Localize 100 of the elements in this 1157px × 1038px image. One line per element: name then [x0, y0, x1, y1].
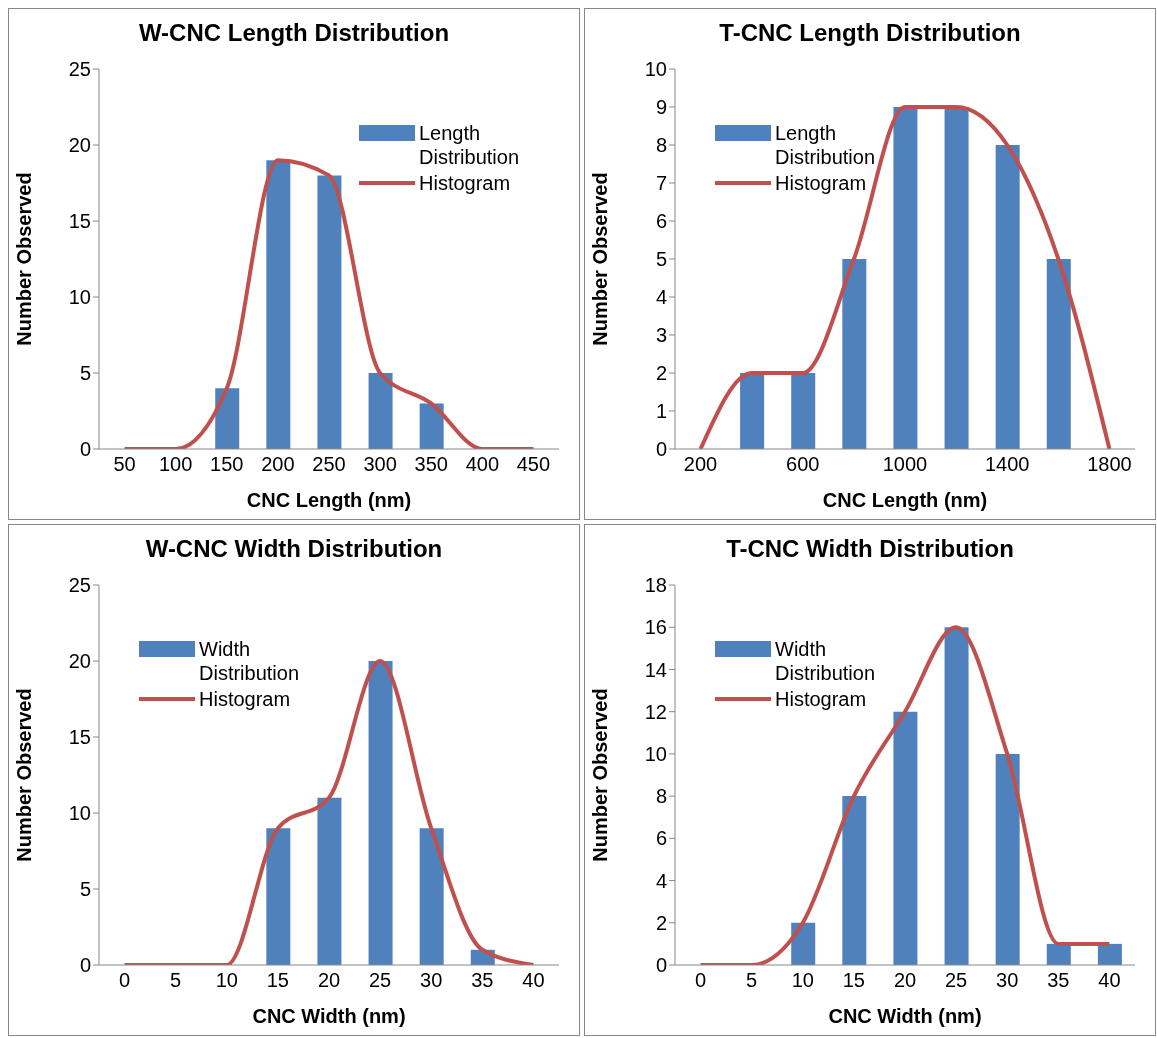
y-tick-label: 2 — [655, 911, 667, 934]
x-tick-label: 25 — [944, 969, 968, 992]
legend-label: Histogram — [419, 171, 511, 195]
bar — [944, 627, 969, 965]
y-tick-label: 20 — [68, 134, 91, 157]
x-tick-label: 0 — [694, 969, 707, 992]
x-tick-label: 30 — [420, 969, 443, 992]
y-tick-label: 0 — [655, 438, 667, 461]
bar — [842, 796, 867, 965]
bar — [1097, 943, 1122, 965]
x-axis-title: CNC Width (nm) — [828, 1005, 982, 1027]
y-tick-label: 20 — [68, 650, 91, 673]
bar — [215, 388, 240, 449]
bar — [893, 711, 918, 965]
x-tick-label: 400 — [465, 453, 500, 476]
bar — [266, 828, 291, 965]
bar — [368, 661, 393, 965]
legend-label: Histogram — [775, 171, 867, 195]
y-tick-label: 4 — [655, 286, 667, 309]
bar — [1046, 259, 1071, 449]
x-tick-label: 5 — [170, 969, 182, 992]
y-axis-title: Number Observed — [13, 688, 36, 862]
y-tick-label: 4 — [655, 869, 667, 892]
legend-label: Histogram — [199, 687, 291, 711]
y-tick-label: 7 — [655, 172, 667, 195]
y-tick-label: 10 — [644, 742, 667, 765]
bar — [893, 107, 918, 449]
bar — [791, 373, 816, 449]
x-tick-label: 600 — [786, 453, 820, 476]
y-tick-label: 10 — [68, 802, 91, 825]
y-tick-label: 14 — [644, 658, 667, 681]
chart-title: W-CNC Width Distribution — [144, 535, 444, 563]
legend-label: Length Distribution — [419, 121, 521, 169]
x-tick-label: 150 — [210, 453, 244, 476]
y-tick-label: 5 — [79, 878, 91, 901]
x-tick-label: 350 — [414, 453, 448, 476]
y-tick-label: 8 — [655, 785, 667, 808]
bar — [317, 797, 342, 965]
x-tick-label: 200 — [683, 453, 718, 476]
bar — [368, 373, 393, 449]
y-tick-label: 25 — [68, 58, 91, 81]
y-tick-label: 6 — [655, 827, 667, 850]
y-tick-label: 10 — [644, 58, 667, 81]
x-tick-label: 20 — [317, 969, 341, 992]
x-axis-title: CNC Length (nm) — [822, 489, 988, 511]
line-series — [122, 659, 536, 965]
x-tick-label: 30 — [996, 969, 1019, 992]
y-tick-label: 16 — [644, 616, 667, 639]
y-tick-label: 6 — [655, 210, 667, 233]
x-tick-label: 200 — [261, 453, 295, 476]
chart-title: T-CNC Width Distribution — [725, 535, 1015, 563]
y-tick-label: 15 — [68, 726, 91, 749]
y-tick-label: 5 — [655, 248, 667, 271]
x-tick-label: 1400 — [984, 453, 1030, 476]
x-axis-title: CNC Length (nm) — [246, 489, 412, 511]
x-tick-label: 35 — [1047, 969, 1070, 992]
x-tick-label: 300 — [363, 453, 397, 476]
y-tick-label: 25 — [68, 574, 91, 597]
x-tick-label: 20 — [893, 969, 917, 992]
y-axis-title: Number Observed — [589, 172, 612, 346]
x-tick-label: 50 — [113, 453, 136, 476]
x-tick-label: 5 — [746, 969, 758, 992]
bar — [419, 828, 444, 965]
y-tick-label: 0 — [655, 954, 667, 977]
y-tick-label: 9 — [655, 96, 667, 119]
chart-title: W-CNC Length Distribution — [137, 19, 451, 47]
legend-label: Length Distribution — [775, 121, 877, 169]
y-tick-label: 12 — [644, 700, 667, 723]
y-tick-label: 3 — [655, 324, 667, 347]
bar — [995, 753, 1020, 965]
x-tick-label: 35 — [471, 969, 494, 992]
line-series — [698, 105, 1112, 449]
x-tick-label: 10 — [791, 969, 814, 992]
x-axis-title: CNC Width (nm) — [252, 1005, 406, 1027]
bar — [740, 373, 765, 449]
y-tick-label: 18 — [644, 574, 667, 597]
x-tick-label: 0 — [118, 969, 131, 992]
y-axis-title: Number Observed — [13, 172, 36, 346]
x-tick-label: 250 — [312, 453, 346, 476]
y-tick-label: 0 — [79, 438, 91, 461]
bar — [995, 145, 1020, 449]
y-tick-label: 8 — [655, 134, 667, 157]
y-tick-label: 2 — [655, 362, 667, 385]
x-tick-label: 25 — [368, 969, 392, 992]
x-tick-label: 1000 — [882, 453, 928, 476]
y-tick-label: 15 — [68, 210, 91, 233]
y-tick-label: 0 — [79, 954, 91, 977]
bar — [419, 403, 444, 449]
x-tick-label: 15 — [266, 969, 290, 992]
x-tick-label: 10 — [215, 969, 238, 992]
bar — [944, 107, 969, 449]
x-tick-label: 450 — [516, 453, 551, 476]
bar — [266, 160, 291, 449]
x-tick-label: 40 — [1098, 969, 1121, 992]
y-tick-label: 10 — [68, 286, 91, 309]
x-tick-label: 40 — [522, 969, 545, 992]
legend-label: Width Distribution — [775, 637, 877, 685]
y-tick-label: 1 — [655, 400, 667, 423]
x-tick-label: 15 — [842, 969, 866, 992]
bar — [317, 175, 342, 449]
